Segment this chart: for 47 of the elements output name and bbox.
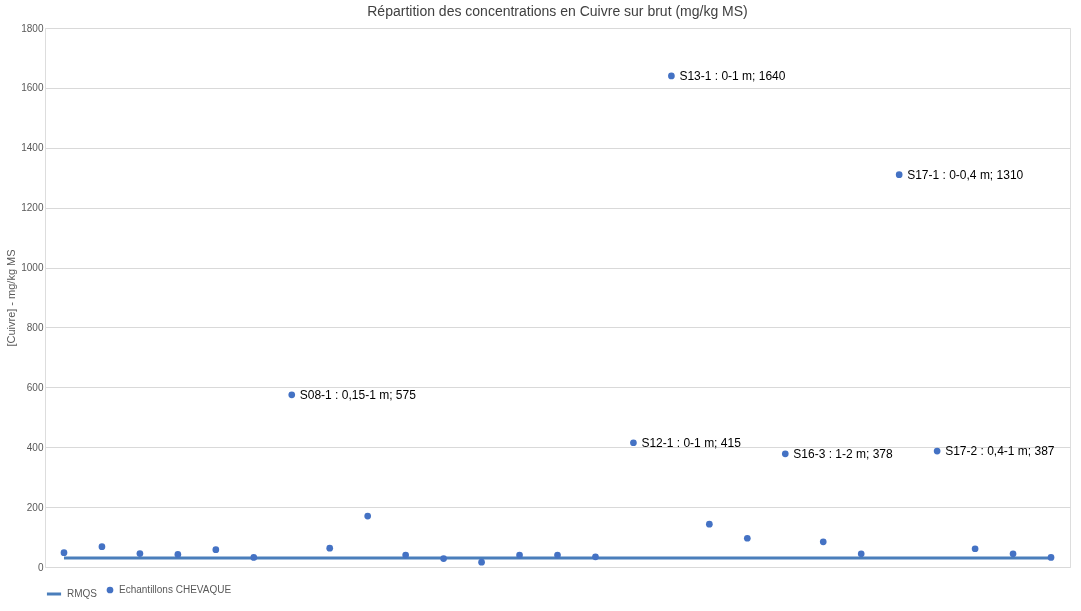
point [1047,554,1055,561]
data-label: S13-1 : 0-1 m; 1640 [679,68,786,83]
chart-title: Répartition des concentrations en Cuivre sur brut (mg/kg MS) [367,3,748,19]
y-tick-label: 1200 [21,202,44,214]
y-tick-label: 600 [26,381,44,393]
data-label: S16-3 : 1-2 m; 378 [793,446,893,461]
point [364,512,372,520]
point [819,538,827,546]
y-tick-label: 200 [26,501,44,513]
point [516,551,523,559]
legend-label: RMQS [67,588,98,599]
y-axis-title: [Cuivre] - mg/kg MS [5,249,18,347]
point [440,555,447,562]
y-tick-label: 1000 [21,262,44,274]
point [668,72,675,80]
point [136,550,144,557]
point [554,551,561,559]
point [478,558,485,566]
point [250,554,258,561]
y-tick-label: 400 [26,441,44,453]
point [781,450,789,458]
data-label: S17-2 : 0,4-1 m; 387 [945,444,1055,459]
point [971,545,979,553]
point [895,171,903,179]
point [743,534,751,542]
y-tick-label: 1800 [21,22,44,34]
y-tick-label: 800 [26,321,44,333]
point [592,553,599,561]
point [706,520,713,528]
y-tick-label: 1600 [21,82,44,94]
point [630,439,637,447]
point [288,391,296,399]
data-label: S08-1 : 0,15-1 m; 575 [299,387,417,402]
y-tick-label: 0 [37,561,44,573]
legend-label: Echantillons CHEVAQUE [119,584,232,595]
point [402,551,409,559]
point [857,550,865,558]
point [174,551,182,558]
point [326,544,334,552]
point [1009,550,1017,558]
point [60,549,68,556]
point [212,546,220,553]
point [98,543,106,550]
data-label: S17-1 : 0-0,4 m; 1310 [907,167,1024,182]
y-tick-label: 1400 [21,142,44,154]
point [933,447,941,455]
data-label: S12-1 : 0-1 m; 415 [641,435,742,450]
